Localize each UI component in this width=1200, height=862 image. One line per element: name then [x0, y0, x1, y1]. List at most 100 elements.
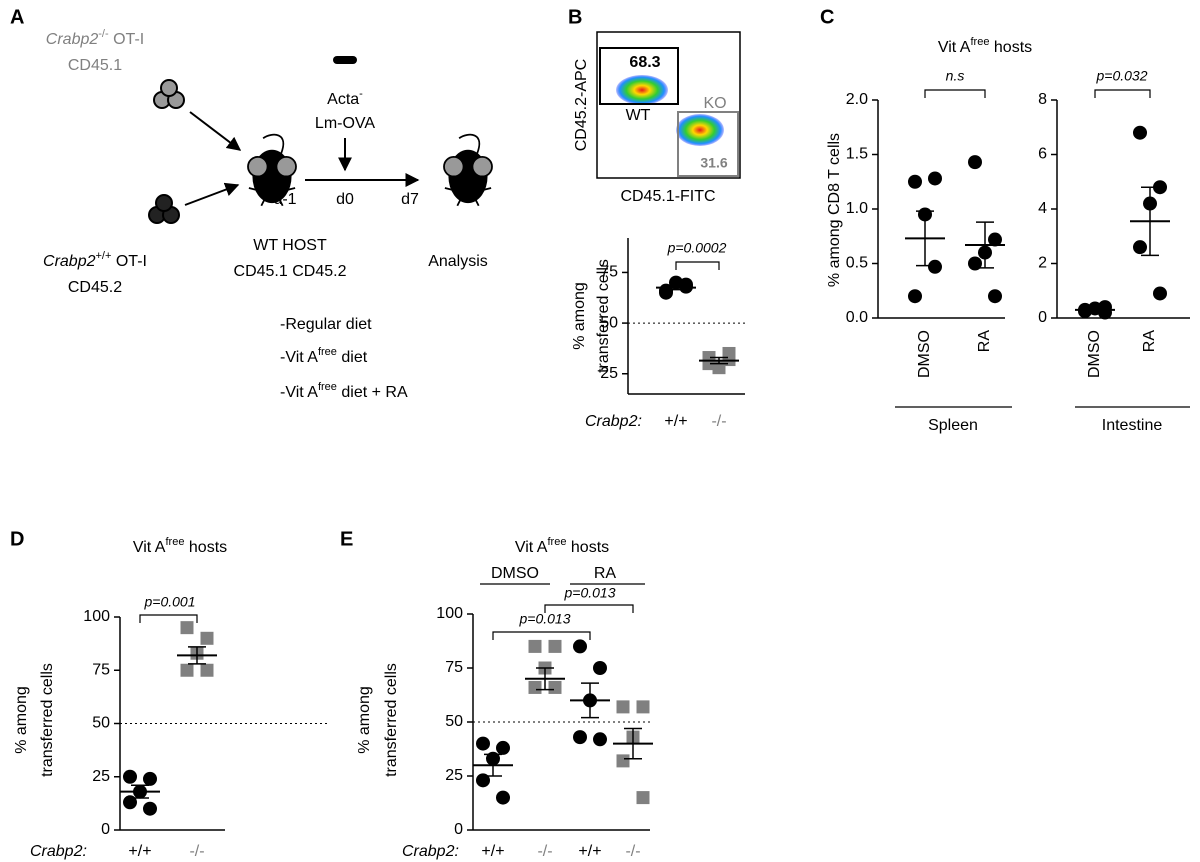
wt-donor-label: Crabp2+/+ OT-I: [43, 250, 147, 270]
y-tick-label: 1.0: [846, 200, 868, 217]
y-tick-label: 50: [92, 715, 110, 732]
error-bar: [976, 221, 994, 269]
diet: -Regular diet: [280, 316, 372, 333]
x-tick-label: -/-: [537, 843, 552, 860]
y-tick-label: 0: [1038, 309, 1047, 326]
comparison-bracket: [139, 614, 198, 623]
data-point: [616, 754, 630, 768]
group-label: Spleen: [928, 417, 978, 434]
chart-title: Vit Afree hosts: [938, 36, 1032, 56]
data-point: [1098, 300, 1112, 315]
data-point: [528, 639, 542, 653]
error-bar: [484, 753, 502, 777]
gate-label: KO: [703, 95, 726, 112]
y-tick-label: 25: [600, 365, 618, 382]
genotype: +/+: [96, 250, 112, 262]
y-tick-label: 8: [1038, 91, 1047, 108]
data-point: [1133, 125, 1147, 140]
y-tick-label: 2: [1038, 255, 1047, 272]
data-point: [712, 361, 726, 375]
diet: -Vit Afree diet: [280, 346, 368, 366]
text-piece: -Regular diet: [280, 316, 372, 333]
error-bar: [1141, 186, 1159, 257]
y-tick-label: 0.0: [846, 309, 868, 326]
data-point: [928, 171, 942, 186]
gate: [677, 111, 739, 177]
y-tick-label: 100: [436, 605, 463, 622]
text-piece: free: [547, 536, 566, 548]
data-point: [476, 773, 490, 788]
y-tick-label: 25: [92, 768, 110, 785]
data-point: [528, 680, 542, 694]
panel-label: E: [340, 528, 353, 550]
data-point: [476, 736, 490, 751]
bacterium: [333, 56, 357, 64]
text-piece: Vit A: [515, 539, 548, 556]
ko-cells: [153, 79, 185, 109]
data-point: [616, 700, 630, 714]
timepoint: d7: [401, 191, 419, 208]
data-point: [496, 740, 510, 755]
plot-frame: [596, 31, 741, 179]
data-point: [908, 174, 922, 189]
data-point: [722, 346, 736, 360]
cell: OT-I: [109, 31, 145, 48]
x-tick-label: -/-: [189, 843, 204, 860]
text-piece: hosts: [989, 39, 1032, 56]
gene: Crabp2: [43, 253, 96, 270]
data-point: [636, 791, 650, 805]
comparison-bracket: [675, 261, 720, 270]
y-axis-label: % among: [571, 282, 588, 350]
comparison-bracket: [492, 631, 591, 640]
data-point: [968, 155, 982, 170]
error-bar: [1086, 307, 1104, 312]
wt-cells: [148, 194, 180, 224]
y-axis-label: % among CD8 T cells: [826, 133, 843, 287]
p-value: p=0.0002: [667, 240, 727, 256]
ko-marker: CD45.1: [68, 57, 122, 74]
analysis-mouse: [443, 133, 493, 207]
error-bar: [916, 210, 934, 267]
data-point: [1133, 240, 1147, 255]
p-value: p=0.013: [564, 585, 616, 601]
x-axis-label: CD45.1-FITC: [620, 188, 715, 205]
y-axis-label: transferred cells: [39, 663, 56, 777]
data-point: [143, 771, 157, 786]
panel-label: C: [820, 6, 834, 28]
panel-label: D: [10, 528, 24, 550]
error-bar: [131, 784, 149, 799]
diet: -Vit Afree diet + RA: [280, 381, 408, 401]
x-tick-label: -/-: [625, 843, 640, 860]
x-axis-label: Crabp2:: [402, 843, 459, 860]
density: [676, 114, 724, 146]
comparison-bracket: [544, 604, 634, 613]
arrow: [184, 182, 240, 206]
strain: Acta-: [327, 88, 363, 108]
gate: [599, 47, 679, 105]
x-axis-label: Crabp2:: [585, 413, 642, 430]
strain-name: Acta: [327, 91, 359, 108]
y-tick-label: 4: [1038, 200, 1047, 217]
text-piece: -Vit A: [280, 349, 318, 366]
error-bar: [536, 667, 554, 691]
timepoint: d0: [336, 191, 354, 208]
x-tick-label: +/+: [128, 843, 151, 860]
data-point: [573, 730, 587, 745]
text-piece: hosts: [184, 539, 227, 556]
y-tick-label: 0: [454, 821, 463, 838]
data-point: [548, 639, 562, 653]
y-axis-label: % among: [13, 686, 30, 754]
data-point: [908, 289, 922, 304]
data-point: [1153, 180, 1167, 195]
gate-value: 31.6: [700, 155, 727, 171]
data-point: [928, 259, 942, 274]
comparison-bracket: [1094, 89, 1151, 98]
panel-label: A: [10, 6, 24, 28]
panel-label: B: [568, 6, 582, 28]
gene: Crabp2: [46, 31, 99, 48]
data-point: [636, 700, 650, 714]
wt-marker: CD45.2: [68, 279, 122, 296]
treatment-label: RA: [594, 565, 617, 582]
y-tick-label: 75: [600, 264, 618, 281]
